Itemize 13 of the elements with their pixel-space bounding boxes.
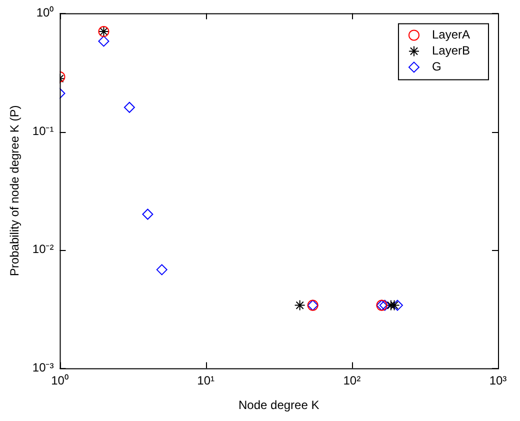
x-tick-label: 10³ [489, 374, 507, 388]
legend-label: G [432, 60, 442, 74]
y-axis-title: Probability of node degree K (P) [8, 105, 22, 276]
x-tick-label: 10⁰ [51, 374, 68, 388]
x-tick-label: 10¹ [197, 374, 215, 388]
x-tick-label: 10² [343, 374, 361, 388]
y-tick-label: 10⁻¹ [32, 124, 54, 138]
legend-label: LayerA [432, 28, 470, 42]
y-tick-label: 10⁻³ [32, 360, 54, 375]
legend-label: LayerB [432, 44, 470, 58]
y-tick-label: 10⁰ [36, 6, 54, 20]
x-axis-title: Node degree K [238, 398, 320, 412]
y-tick-label: 10⁻² [32, 242, 54, 256]
